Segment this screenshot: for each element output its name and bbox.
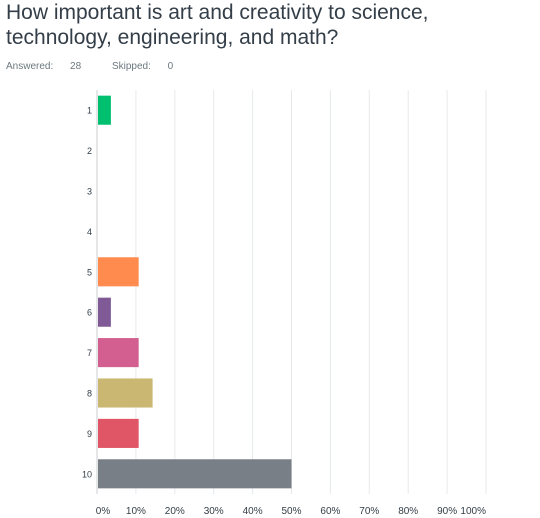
x-tick-label-90: 90%	[437, 506, 457, 517]
y-category-label-8: 8	[87, 389, 92, 399]
x-tick-label-100: 100%	[460, 506, 486, 517]
answered-count: Answered: 28	[6, 61, 82, 72]
bar-9[interactable]	[98, 418, 139, 448]
bar-7[interactable]	[98, 338, 139, 368]
chart-bars	[98, 95, 292, 489]
y-category-label-1: 1	[87, 106, 92, 116]
y-category-label-10: 10	[82, 469, 92, 479]
x-tick-label-10: 10%	[126, 506, 146, 517]
bar-8[interactable]	[98, 378, 153, 408]
y-category-label-3: 3	[87, 187, 92, 197]
x-tick-label-70: 70%	[359, 506, 379, 517]
x-tick-label-60: 60%	[320, 506, 340, 517]
skipped-count: Skipped: 0	[111, 61, 174, 72]
y-category-label-5: 5	[87, 267, 92, 277]
y-category-label-9: 9	[87, 429, 92, 439]
question-title: How important is art and creativity to s…	[6, 1, 429, 49]
y-category-label-7: 7	[87, 348, 92, 358]
x-tick-label-50: 50%	[281, 506, 301, 517]
y-category-label-2: 2	[87, 146, 92, 156]
chart-gridlines	[96, 90, 487, 494]
y-category-labels: 1 2 3 4 5 6 7 8 9 10	[82, 106, 92, 480]
x-tick-label-20: 20%	[165, 506, 185, 517]
bar-6[interactable]	[98, 297, 111, 327]
x-tick-label-80: 80%	[398, 506, 418, 517]
bar-10[interactable]	[98, 459, 292, 489]
bar-1[interactable]	[98, 95, 111, 125]
y-category-label-4: 4	[87, 227, 92, 237]
x-tick-label-30: 30%	[204, 506, 224, 517]
x-tick-label-0: 0%	[96, 506, 111, 517]
response-summary: Answered: 28 Skipped: 0	[6, 61, 201, 72]
x-tick-label-40: 40%	[243, 506, 263, 517]
y-category-label-6: 6	[87, 308, 92, 318]
bar-5[interactable]	[98, 257, 139, 287]
x-tick-labels: 0% 10% 20% 30% 40% 50% 60% 70% 80% 90% 100%	[96, 506, 486, 517]
